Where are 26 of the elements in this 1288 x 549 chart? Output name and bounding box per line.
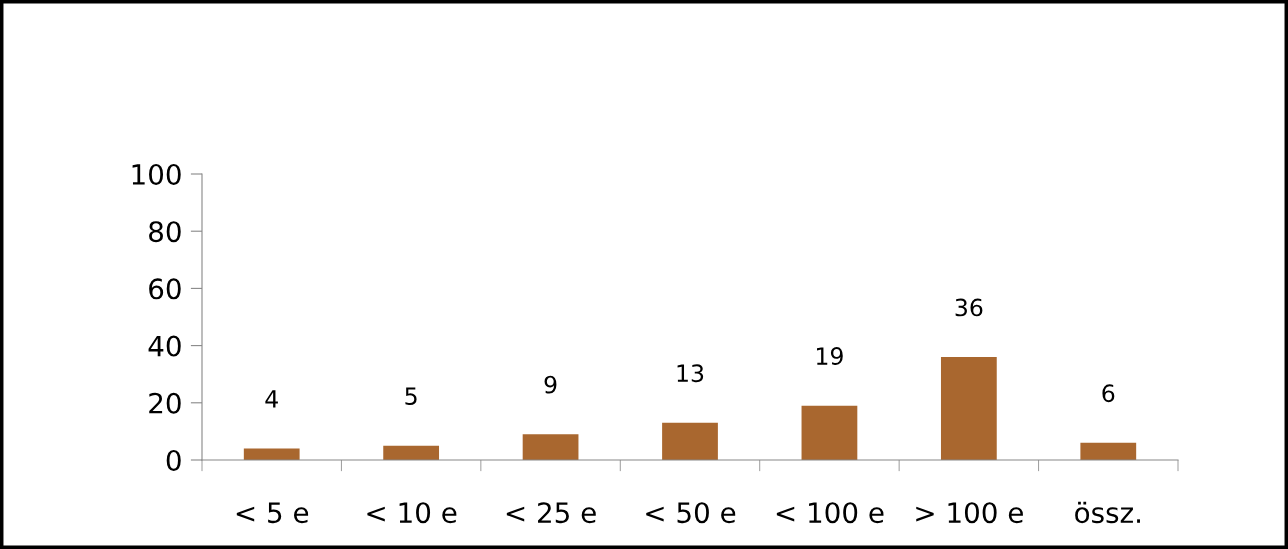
- bar: [662, 422, 718, 460]
- y-tick-label: 0: [166, 449, 181, 471]
- y-tick-label: 20: [149, 392, 181, 414]
- data-label: 6: [1102, 384, 1115, 403]
- x-tick-label: < 50 e: [646, 502, 736, 524]
- x-tick-label: össz.: [1075, 501, 1140, 524]
- y-tick-label: 40: [148, 335, 181, 357]
- data-label: 36: [955, 298, 983, 317]
- data-label: 19: [817, 347, 843, 365]
- x-tick-label: > 100 e: [916, 502, 1023, 524]
- y-tick-label: 100: [132, 163, 181, 185]
- bar: [522, 434, 579, 460]
- data-label: 4: [265, 390, 278, 408]
- bar: [383, 445, 440, 460]
- bar: [801, 405, 858, 460]
- data-label: 9: [544, 375, 557, 394]
- x-tick-label: < 5 e: [236, 502, 309, 524]
- y-tick-label: 60: [149, 278, 181, 300]
- bar: [940, 357, 997, 460]
- data-label: 13: [677, 364, 704, 383]
- x-tick-label: < 100 e: [776, 502, 884, 524]
- bar: [1080, 442, 1137, 460]
- x-tick-label: < 10 e: [367, 502, 457, 524]
- x-tick-label: < 25 e: [506, 502, 596, 524]
- data-label: 5: [405, 387, 417, 406]
- y-tick-label: 80: [149, 221, 181, 243]
